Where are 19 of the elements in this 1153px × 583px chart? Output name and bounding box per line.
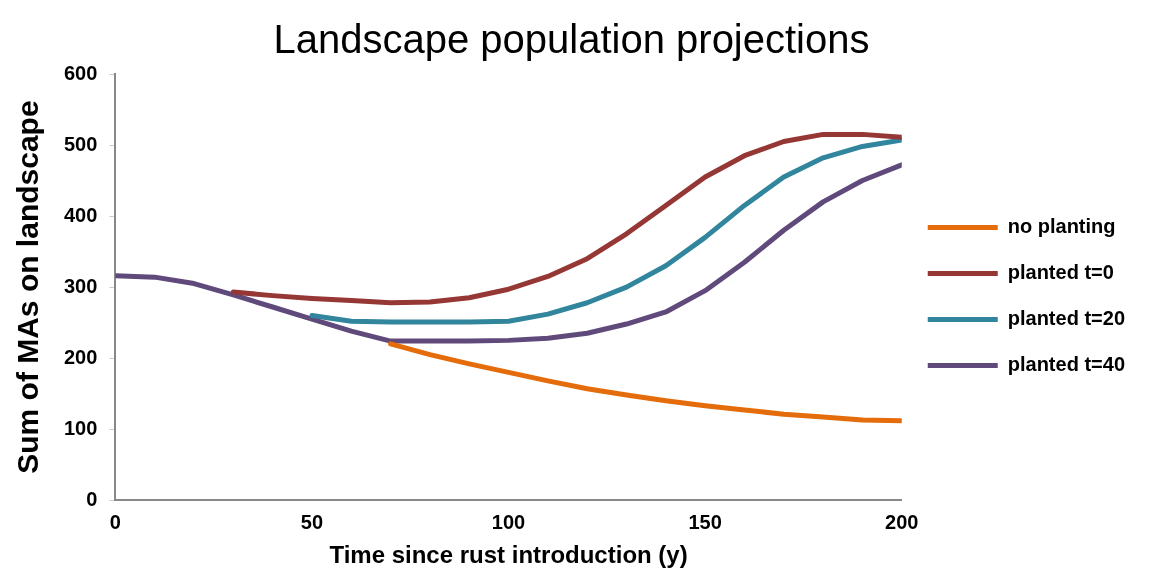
legend-label: planted t=40 <box>1007 353 1126 376</box>
y-tick-label: 100 <box>63 416 98 439</box>
y-tick-label: 400 <box>63 203 98 226</box>
legend-label: planted t=20 <box>1007 307 1126 330</box>
x-axis-title: Time since rust introduction (y) <box>329 541 688 569</box>
x-tick-label: 150 <box>688 510 722 533</box>
y-tick-label: 600 <box>63 61 98 84</box>
legend-label: planted t=0 <box>1007 261 1114 284</box>
legend-label: no planting <box>1007 215 1116 238</box>
y-tick-label: 300 <box>63 274 98 297</box>
y-axis-title: Sum of MAs on landscape <box>11 100 45 474</box>
x-tick-label: 200 <box>885 510 919 533</box>
y-tick-label: 0 <box>86 487 98 510</box>
x-tick-label: 50 <box>300 510 324 533</box>
chart-title: Landscape population projections <box>273 17 870 62</box>
x-tick-label: 100 <box>491 510 526 533</box>
y-tick-label: 500 <box>63 132 98 155</box>
y-tick-label: 200 <box>63 345 98 368</box>
x-tick-label: 0 <box>109 510 121 533</box>
